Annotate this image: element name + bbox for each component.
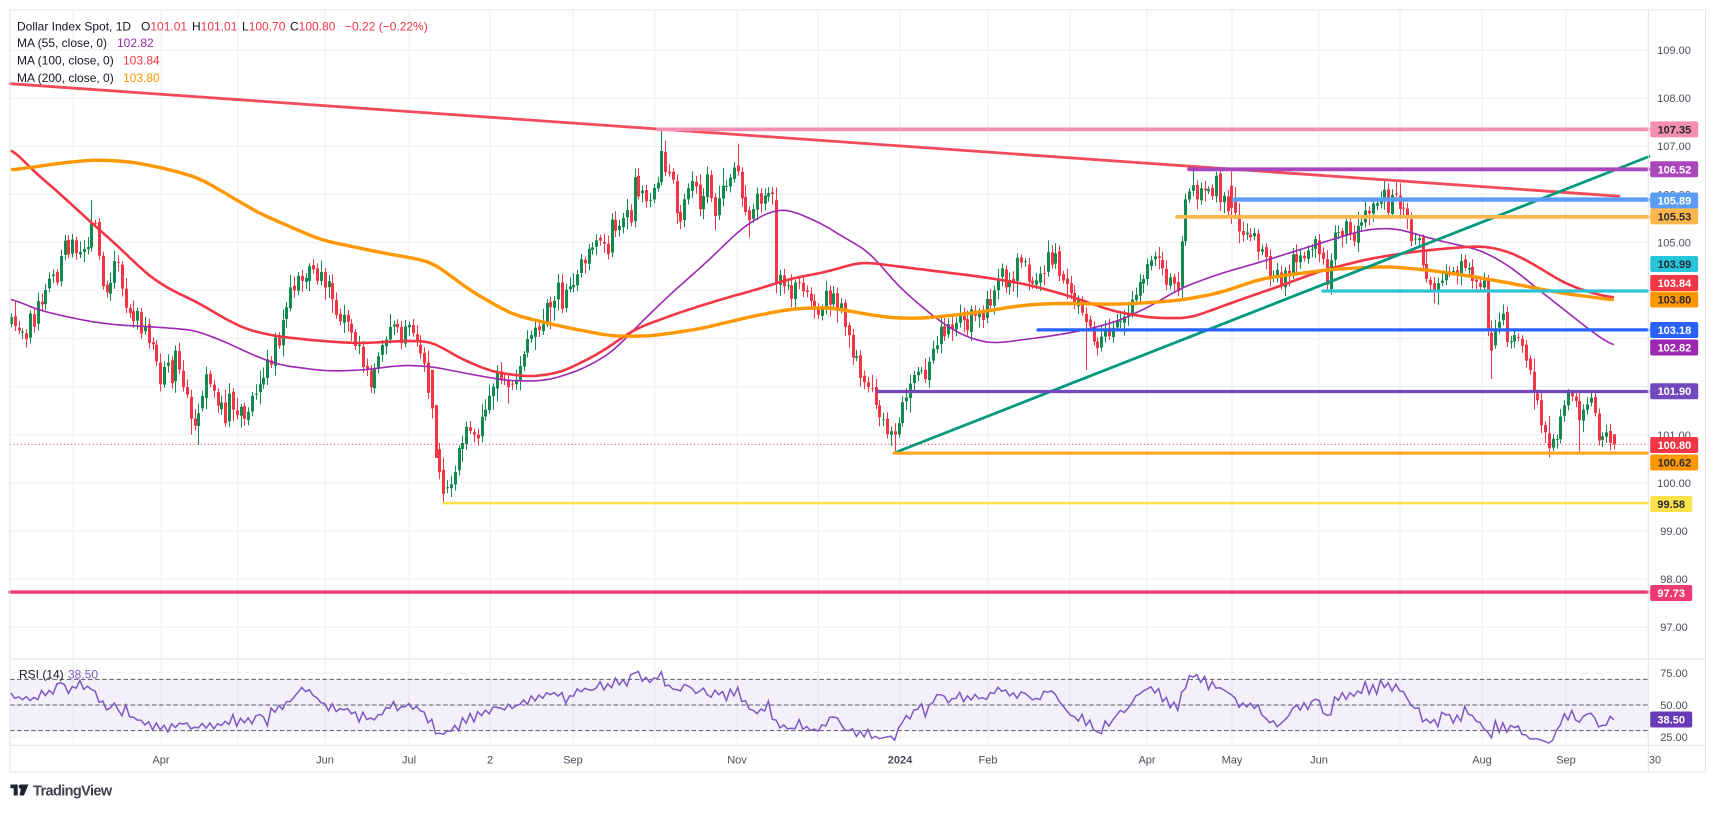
svg-text:Apr: Apr bbox=[152, 755, 169, 767]
svg-text:105.53: 105.53 bbox=[1658, 211, 1692, 223]
svg-text:Dollar Index Spot, 1D O101.01H: Dollar Index Spot, 1D O101.01 H101.01 L100… bbox=[17, 20, 428, 34]
svg-text:107.35: 107.35 bbox=[1658, 124, 1692, 136]
svg-text:Jul: Jul bbox=[402, 755, 416, 767]
svg-text:75.00: 75.00 bbox=[1660, 668, 1688, 680]
svg-text:100.80: 100.80 bbox=[1658, 440, 1692, 452]
svg-text:105.89: 105.89 bbox=[1658, 196, 1692, 208]
svg-text:Sep: Sep bbox=[1556, 755, 1576, 767]
svg-text:30: 30 bbox=[1649, 755, 1661, 767]
svg-text:102.82: 102.82 bbox=[1658, 343, 1692, 355]
svg-text:MA (55, close, 0) 102.82: MA (55, close, 0) 102.82 bbox=[17, 36, 154, 50]
svg-text:May: May bbox=[1222, 755, 1243, 767]
svg-text:2024: 2024 bbox=[888, 755, 913, 767]
svg-text:Sep: Sep bbox=[563, 755, 583, 767]
svg-text:103.80: 103.80 bbox=[1658, 295, 1692, 307]
svg-text:105.00: 105.00 bbox=[1657, 237, 1691, 249]
svg-text:TradingView: TradingView bbox=[33, 784, 113, 800]
svg-text:103.18: 103.18 bbox=[1658, 325, 1692, 337]
svg-text:103.99: 103.99 bbox=[1658, 259, 1692, 271]
svg-text:2: 2 bbox=[487, 755, 493, 767]
svg-text:MA (100, close, 0) 103.84: MA (100, close, 0) 103.84 bbox=[17, 53, 160, 67]
svg-text:108.00: 108.00 bbox=[1657, 93, 1691, 105]
svg-text:107.00: 107.00 bbox=[1657, 141, 1691, 153]
svg-text:99.58: 99.58 bbox=[1657, 499, 1685, 511]
svg-text:98.00: 98.00 bbox=[1660, 574, 1688, 586]
svg-text:100.62: 100.62 bbox=[1658, 458, 1692, 470]
svg-text:97.73: 97.73 bbox=[1657, 588, 1685, 600]
svg-text:Aug: Aug bbox=[1472, 755, 1492, 767]
svg-text:38.50: 38.50 bbox=[1657, 715, 1685, 727]
svg-text:Nov: Nov bbox=[727, 755, 747, 767]
svg-text:106.52: 106.52 bbox=[1658, 164, 1692, 176]
svg-text:101.90: 101.90 bbox=[1658, 386, 1692, 398]
svg-text:25.00: 25.00 bbox=[1660, 732, 1688, 744]
svg-text:RSI (14) 38.50: RSI (14) 38.50 bbox=[19, 668, 98, 682]
svg-text:103.84: 103.84 bbox=[1658, 278, 1693, 290]
svg-text:Feb: Feb bbox=[979, 755, 998, 767]
svg-text:Jun: Jun bbox=[1310, 755, 1328, 767]
svg-text:109.00: 109.00 bbox=[1657, 45, 1691, 57]
svg-text:Jun: Jun bbox=[316, 755, 334, 767]
svg-text:97.00: 97.00 bbox=[1660, 622, 1688, 634]
svg-text:50.00: 50.00 bbox=[1660, 700, 1688, 712]
svg-text:100.00: 100.00 bbox=[1657, 478, 1691, 490]
svg-text:99.00: 99.00 bbox=[1660, 526, 1688, 538]
svg-text:MA (200, close, 0) 103.80: MA (200, close, 0) 103.80 bbox=[17, 71, 160, 85]
svg-text:Apr: Apr bbox=[1138, 755, 1155, 767]
